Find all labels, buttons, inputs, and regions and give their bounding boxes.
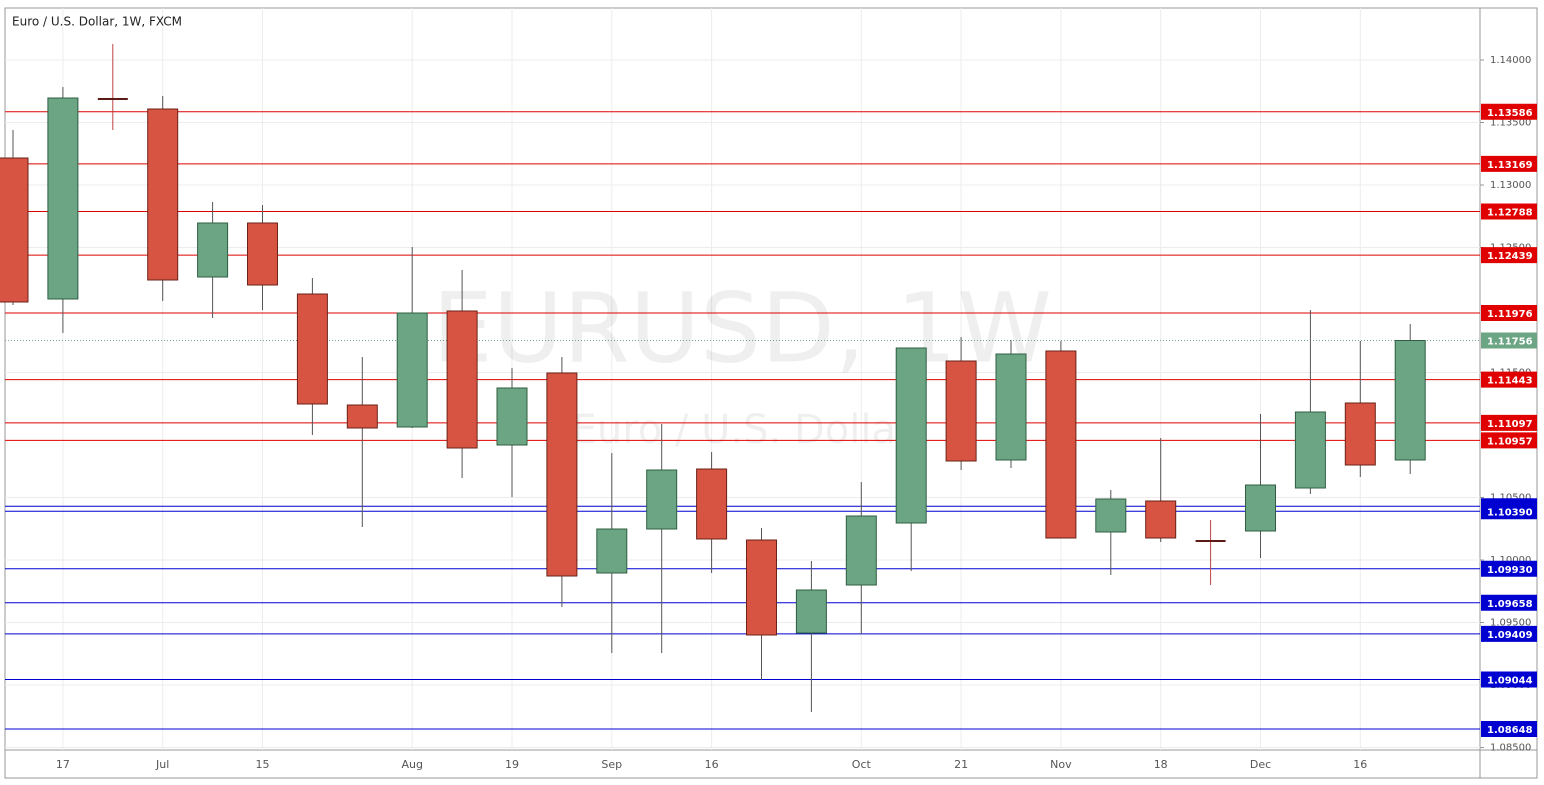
- candle-body: [646, 469, 678, 530]
- candle-body: [247, 222, 278, 286]
- level-label-box: [1481, 721, 1537, 737]
- level-label: 1.11976: [1487, 309, 1533, 320]
- current-price-box: [1481, 332, 1537, 349]
- y-tick-label: 1.10000: [1490, 555, 1531, 566]
- level-label-box: [1481, 247, 1537, 264]
- level-label: 1.09658: [1487, 599, 1533, 610]
- candle-body: [696, 468, 728, 540]
- y-tick-label: 1.14000: [1490, 55, 1531, 66]
- x-tick-label: Sep: [601, 758, 622, 771]
- candle-body: [746, 539, 777, 636]
- candle-body: [496, 387, 528, 446]
- level-label: 1.12788: [1487, 208, 1533, 219]
- x-tick-label: Dec: [1250, 758, 1271, 771]
- x-tick-label: 18: [1154, 758, 1168, 771]
- level-label: 1.09930: [1487, 565, 1533, 576]
- candle-body: [446, 310, 478, 449]
- candle-body: [795, 589, 827, 634]
- candles: [0, 44, 1426, 712]
- level-label-box: [1481, 503, 1537, 520]
- labels: 1.140001.135001.130001.125001.115001.105…: [56, 55, 1537, 771]
- y-tick-label: 1.13500: [1490, 118, 1531, 129]
- x-tick-label: Nov: [1050, 758, 1072, 771]
- level-label-box: [1481, 203, 1537, 220]
- candle-body: [546, 372, 578, 577]
- candle-body: [396, 312, 428, 428]
- candle-body: [1095, 498, 1127, 533]
- y-tick-label: 1.13000: [1490, 180, 1531, 191]
- watermark-subtitle: Euro / U.S. Dollar: [572, 407, 913, 453]
- level-label-box: [1481, 371, 1537, 388]
- level-label: 1.13586: [1487, 108, 1533, 119]
- candle-body: [147, 108, 179, 281]
- candle-body: [296, 293, 328, 405]
- candle-body: [1045, 350, 1077, 539]
- x-tick-label: 15: [256, 758, 270, 771]
- x-tick-label: 21: [954, 758, 968, 771]
- x-tick-label: 19: [505, 758, 519, 771]
- x-tick-label: Oct: [852, 758, 872, 771]
- level-label-box: [1481, 305, 1537, 321]
- level-label-box: [1481, 414, 1537, 431]
- candle-body: [1145, 500, 1177, 539]
- candle-body: [1294, 411, 1326, 489]
- x-tick-label: Jul: [155, 758, 169, 771]
- candle-body: [895, 347, 927, 524]
- candle-body: [47, 97, 79, 300]
- level-label: 1.11097: [1487, 419, 1533, 430]
- candle-body: [945, 360, 977, 462]
- level-label: 1.09044: [1487, 676, 1533, 687]
- x-tick-label: 17: [56, 758, 70, 771]
- candle-body: [197, 222, 229, 278]
- level-label: 1.08648: [1487, 725, 1533, 736]
- current-price-label: 1.11756: [1487, 337, 1533, 348]
- y-tick-label: 1.08500: [1490, 743, 1531, 754]
- candle-body: [845, 515, 877, 586]
- level-label: 1.10957: [1487, 436, 1533, 447]
- level-label-box: [1481, 594, 1537, 611]
- x-tick-label: Aug: [401, 758, 422, 771]
- level-label-box: [1481, 625, 1537, 642]
- candle-body: [1245, 484, 1276, 532]
- level-label: 1.12439: [1487, 251, 1533, 262]
- candle-body: [97, 98, 128, 100]
- level-label-box: [1481, 432, 1537, 449]
- y-tick-label: 1.10500: [1490, 493, 1531, 504]
- candle-body: [346, 404, 378, 429]
- level-label-box: [1481, 560, 1537, 577]
- x-tick-label: 16: [705, 758, 719, 771]
- level-label: 1.11443: [1487, 376, 1533, 387]
- level-label-box: [1481, 155, 1537, 172]
- y-tick-label: 1.09500: [1490, 618, 1531, 629]
- candle-body: [0, 157, 29, 303]
- level-label-box: [1481, 671, 1537, 688]
- candle-body: [995, 353, 1027, 461]
- level-label: 1.09409: [1487, 630, 1533, 641]
- candle-body: [1195, 540, 1226, 542]
- candle-body: [596, 528, 628, 574]
- candle-body: [1344, 402, 1376, 466]
- x-tick-label: 16: [1353, 758, 1367, 771]
- level-label: 1.13169: [1487, 160, 1533, 171]
- chart-title: Euro / U.S. Dollar, 1W, FXCM: [12, 15, 182, 29]
- candle-body: [1394, 340, 1426, 461]
- level-label-box: [1481, 103, 1537, 120]
- frame: [4, 7, 1538, 779]
- level-label: 1.10390: [1487, 507, 1533, 518]
